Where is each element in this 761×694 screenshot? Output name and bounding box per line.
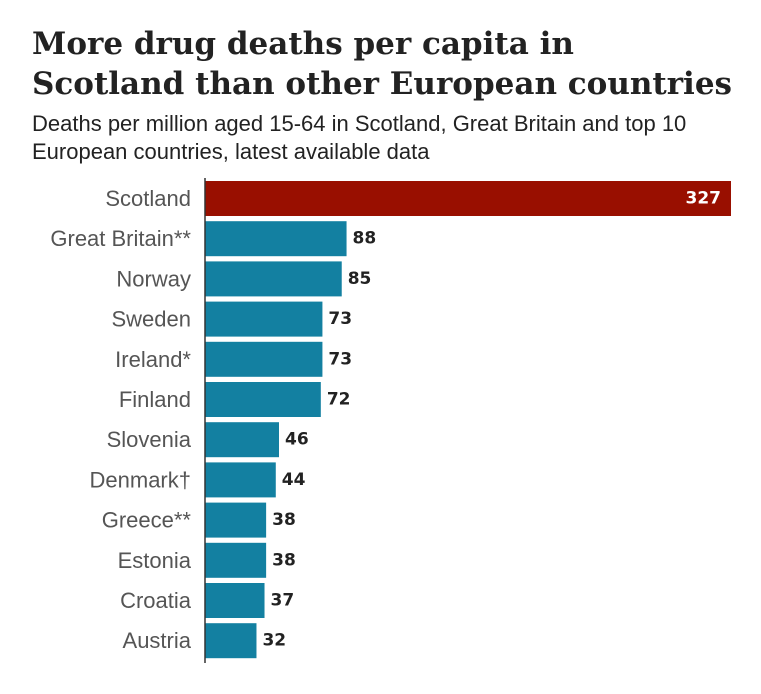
bar-11: [205, 623, 257, 659]
category-label-0: Scotland: [105, 186, 191, 211]
value-label-8: 38: [272, 510, 296, 530]
category-label-10: Croatia: [120, 588, 192, 613]
bar-4: [205, 341, 323, 377]
value-label-4: 73: [328, 349, 352, 369]
category-label-2: Norway: [116, 266, 191, 291]
value-label-2: 85: [348, 269, 372, 289]
category-label-7: Denmark†: [90, 467, 191, 492]
value-label-7: 44: [282, 470, 306, 490]
chart-title: More drug deaths per capita in Scotland …: [32, 26, 733, 102]
category-label-5: Finland: [119, 387, 191, 412]
value-label-3: 73: [328, 309, 352, 329]
bar-0: [205, 181, 731, 216]
category-label-6: Slovenia: [107, 427, 192, 452]
chart-subtitle: Deaths per million aged 15-64 in Scotlan…: [32, 111, 687, 164]
bar-7: [205, 462, 276, 498]
category-label-4: Ireland*: [115, 347, 191, 372]
category-label-11: Austria: [123, 628, 192, 653]
bar-3: [205, 301, 323, 337]
category-label-8: Greece**: [102, 508, 192, 533]
category-label-1: Great Britain**: [50, 226, 191, 251]
category-label-9: Estonia: [118, 548, 192, 573]
value-label-5: 72: [327, 390, 351, 410]
bar-5: [205, 382, 321, 417]
bar-1: [205, 221, 347, 257]
bar-9: [205, 542, 267, 578]
bar-6: [205, 422, 279, 458]
bar-8: [205, 502, 267, 538]
category-label-3: Sweden: [111, 307, 191, 332]
value-label-11: 32: [262, 631, 286, 651]
value-label-9: 38: [272, 550, 296, 570]
value-label-6: 46: [285, 430, 309, 450]
bar-10: [205, 583, 265, 618]
value-label-10: 37: [271, 591, 295, 611]
bar-2: [205, 261, 342, 297]
value-label-1: 88: [353, 229, 377, 249]
value-label-0: 327: [686, 189, 722, 209]
